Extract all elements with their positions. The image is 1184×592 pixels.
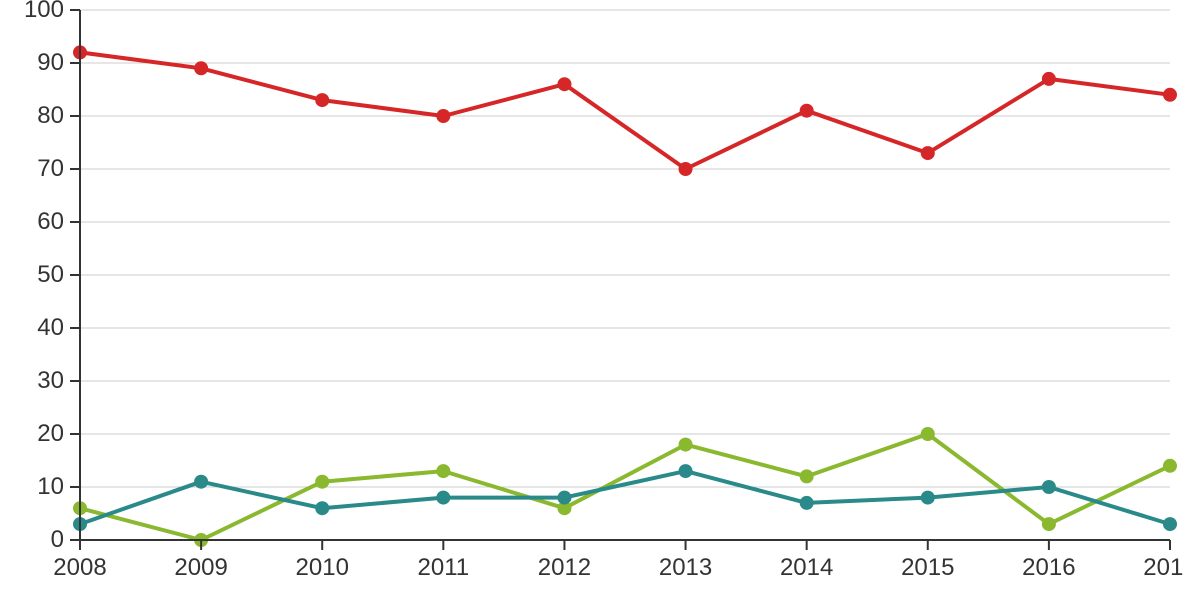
x-tick-label: 2008: [53, 554, 106, 582]
y-tick-label: 100: [24, 0, 64, 24]
series-red-marker: [921, 146, 935, 160]
series-teal-marker: [315, 501, 329, 515]
series-green-marker: [1163, 459, 1177, 473]
y-tick-label: 60: [37, 208, 64, 236]
series-teal-marker: [436, 491, 450, 505]
x-tick-label: 2016: [1022, 554, 1075, 582]
series-teal-marker: [921, 491, 935, 505]
x-tick-label: 2017: [1143, 554, 1184, 582]
series-teal-marker: [1042, 480, 1056, 494]
series-green-marker: [921, 427, 935, 441]
series-teal-marker: [1163, 517, 1177, 531]
y-tick-label: 20: [37, 420, 64, 448]
series-green-marker: [679, 438, 693, 452]
x-tick-label: 2012: [538, 554, 591, 582]
series-green-marker: [1042, 517, 1056, 531]
x-tick-label: 2015: [901, 554, 954, 582]
y-tick-label: 50: [37, 261, 64, 289]
chart-canvas: [0, 0, 1184, 592]
y-tick-label: 10: [37, 473, 64, 501]
series-red-marker: [315, 93, 329, 107]
series-red-marker: [1163, 88, 1177, 102]
y-tick-label: 30: [37, 367, 64, 395]
y-tick-label: 80: [37, 102, 64, 130]
series-red-marker: [557, 77, 571, 91]
y-tick-label: 90: [37, 49, 64, 77]
x-tick-label: 2013: [659, 554, 712, 582]
y-tick-label: 70: [37, 155, 64, 183]
series-red-marker: [436, 109, 450, 123]
line-chart: 0 10 20 30 40 50 60 70 80 90 100 2008 2009 2010 2011 20…: [0, 0, 1184, 592]
series-green-marker: [436, 464, 450, 478]
series-green-marker: [315, 475, 329, 489]
series-teal-marker: [557, 491, 571, 505]
x-tick-label: 2009: [174, 554, 227, 582]
series-teal-marker: [679, 464, 693, 478]
series-red-marker: [800, 104, 814, 118]
x-tick-label: 2014: [780, 554, 833, 582]
x-tick-label: 2011: [418, 554, 470, 582]
y-tick-label: 40: [37, 314, 64, 342]
y-tick-label: 0: [51, 526, 64, 554]
series-red-marker: [1042, 72, 1056, 86]
series-teal-marker: [194, 475, 208, 489]
series-red-marker: [679, 162, 693, 176]
series-red-marker: [194, 61, 208, 75]
series-teal-marker: [800, 496, 814, 510]
series-green-marker: [800, 469, 814, 483]
x-tick-label: 2010: [296, 554, 349, 582]
